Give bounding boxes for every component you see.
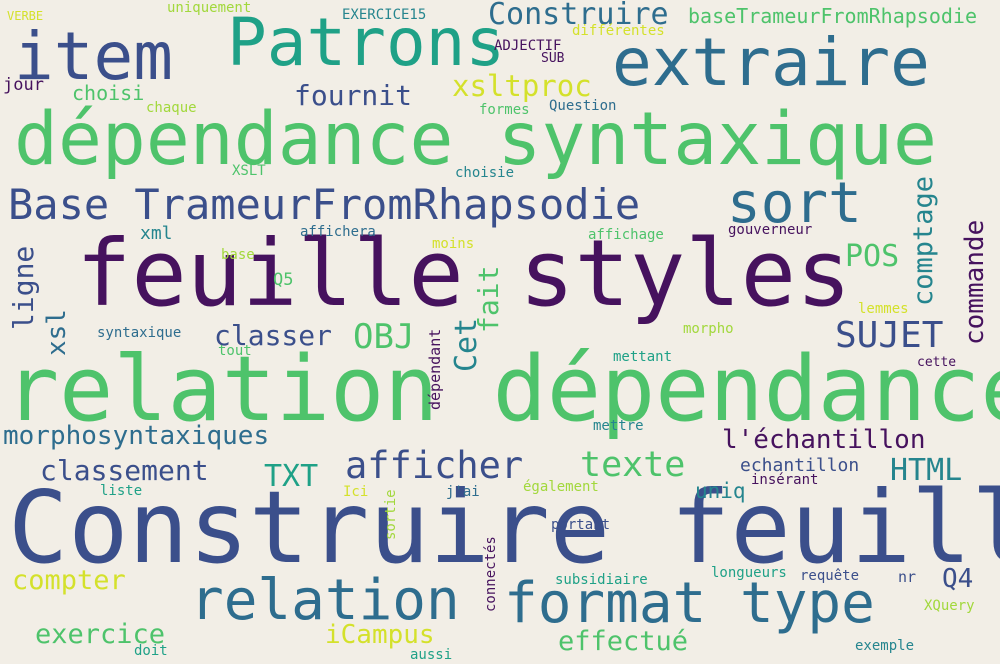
- word-ligne: ligne: [7, 245, 40, 330]
- word-feuille-styles: feuille styles: [76, 220, 852, 327]
- word-jour: jour: [3, 75, 44, 95]
- word-basetrameur-top: baseTrameurFromRhapsodie: [688, 4, 977, 28]
- word-lemmes: lemmes: [858, 301, 909, 317]
- word-xml: xml: [140, 223, 173, 244]
- word-afficher: afficher: [345, 444, 524, 487]
- word-q4: Q4: [942, 564, 974, 594]
- word-exercice: exercice: [35, 619, 166, 650]
- word-xsl: xsl: [42, 309, 72, 356]
- word-morphosyntaxiques: morphosyntaxiques: [3, 421, 270, 451]
- word-egalement: également: [523, 479, 599, 495]
- word-doit: doit: [134, 643, 168, 659]
- word-syntaxique: syntaxique: [97, 325, 182, 341]
- word-affichage: affichage: [588, 227, 664, 243]
- word-texte: texte: [580, 445, 686, 485]
- word-relation-dependance: relation dépendance: [5, 337, 1000, 442]
- word-l-echantillon: l'échantillon: [722, 425, 926, 455]
- word-comptage: comptage: [908, 175, 939, 306]
- word-choisi: choisi: [72, 81, 145, 105]
- word-aussi: aussi: [410, 647, 453, 663]
- word-jai: j'ai: [446, 484, 480, 500]
- word-obj: OBJ: [353, 317, 415, 357]
- word-dependant: dépendant: [426, 328, 444, 410]
- word-txt: TXT: [264, 459, 319, 494]
- word-inserant: insérant: [751, 472, 819, 488]
- word-morpho: morpho: [683, 321, 734, 337]
- word-connectes: connectés: [483, 536, 499, 612]
- word-construire-feuille: Construire feuille: [8, 469, 1000, 586]
- word-uniquement: uniquement: [167, 0, 252, 16]
- word-subsidiaire: subsidiaire: [555, 572, 648, 588]
- word-portant: portant: [551, 517, 611, 533]
- word-uniq: uniq: [695, 479, 746, 503]
- word-xquery: XQuery: [924, 598, 975, 614]
- word-sub: SUB: [541, 51, 565, 66]
- word-item: item: [14, 18, 173, 95]
- word-question: Question: [549, 98, 617, 114]
- word-tout: tout: [218, 343, 252, 359]
- word-echantillon: echantillon: [740, 455, 860, 476]
- word-xsltproc: xsltproc: [452, 69, 592, 103]
- word-fournit: fournit: [294, 79, 413, 112]
- word-sortie: sortie: [383, 489, 399, 540]
- word-base-trameur: Base TrameurFromRhapsodie: [8, 180, 641, 229]
- word-classer: classer: [214, 319, 333, 352]
- word-html: HTML: [890, 453, 963, 488]
- word-construire-top: Construire: [488, 0, 669, 32]
- word-ici: Ici: [343, 484, 369, 500]
- word-moins: moins: [432, 236, 475, 252]
- word-exemple: exemple: [855, 638, 915, 654]
- word-chaque: chaque: [146, 100, 197, 116]
- word-q5: Q5: [273, 270, 294, 290]
- word-pos: POS: [845, 239, 900, 274]
- word-commande: commande: [960, 219, 990, 345]
- word-longueurs: longueurs: [711, 565, 787, 581]
- word-gouverneur: gouverneur: [728, 222, 813, 238]
- word-cet: Cet: [449, 317, 484, 372]
- word-choisie: choisie: [455, 165, 515, 181]
- word-format-type: format type: [504, 571, 875, 636]
- word-affichera: affichera: [300, 224, 376, 240]
- word-sort: sort: [727, 171, 862, 236]
- word-icampus: iCampus: [325, 620, 435, 650]
- word-exercice15: EXERCICE15: [342, 7, 427, 23]
- word-requete: requête: [800, 568, 860, 584]
- word-formes: formes: [479, 102, 530, 118]
- word-differentes: différentes: [572, 23, 665, 39]
- word-xslt: XSLT: [232, 163, 266, 179]
- word-verbe: VERBE: [7, 9, 44, 23]
- word-patrons: Patrons: [227, 4, 506, 81]
- word-mettre: mettre: [593, 418, 644, 434]
- word-dependance-syntaxique: dépendance syntaxique: [14, 97, 937, 182]
- word-mettant: mettant: [613, 349, 673, 365]
- word-compter: compter: [12, 565, 126, 596]
- word-effectue: effectué: [558, 626, 689, 657]
- word-extraire: extraire: [612, 24, 930, 101]
- word-liste: liste: [100, 483, 143, 499]
- word-adjectif: ADJECTIF: [494, 38, 562, 54]
- word-base: base: [221, 247, 255, 263]
- word-sujet: SUJET: [835, 315, 944, 356]
- word-nr: nr: [898, 568, 917, 586]
- word-relation: relation: [190, 568, 460, 633]
- word-classement: classement: [40, 454, 209, 487]
- word-cette: cette: [917, 355, 957, 370]
